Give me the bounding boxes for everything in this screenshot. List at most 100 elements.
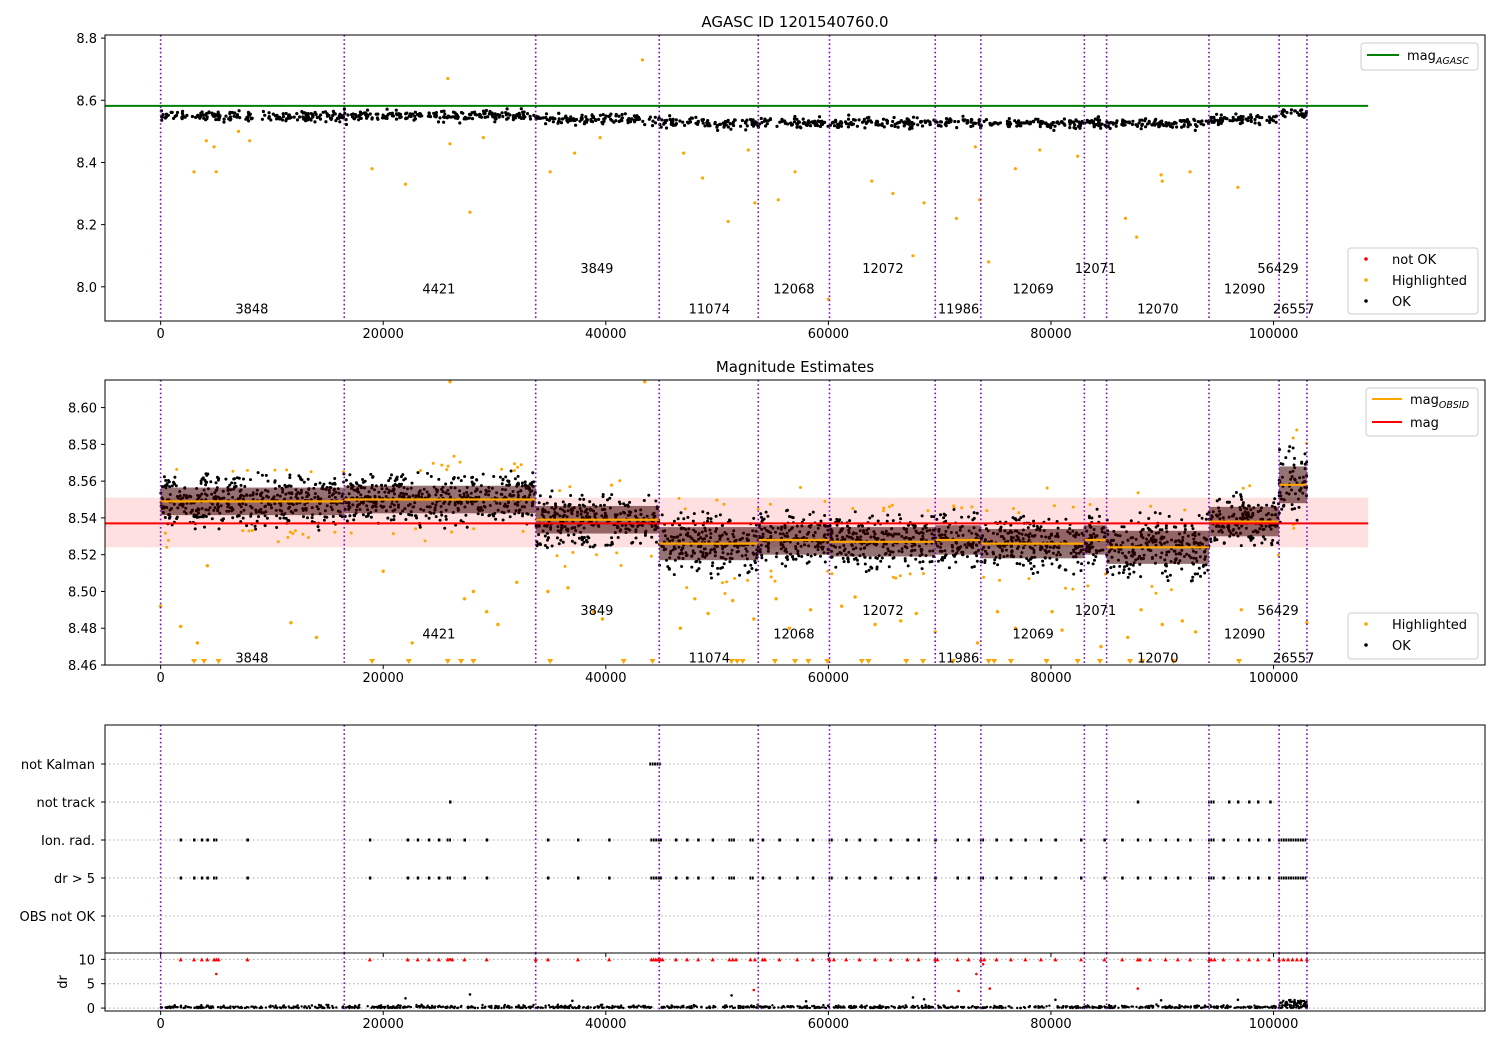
- dr-ok-point: [216, 1005, 220, 1009]
- top-ok-point: [247, 119, 251, 123]
- mid-ok-point: [1295, 518, 1299, 522]
- mid-highlighted-point: [1292, 526, 1296, 530]
- top-ok-point: [1295, 111, 1300, 115]
- flags-point: [1268, 838, 1271, 842]
- mid-highlighted-point: [1027, 577, 1031, 581]
- mid-highlighted-point: [1045, 486, 1049, 490]
- mid-ok-point: [429, 475, 433, 478]
- mid-ok-point: [752, 516, 756, 520]
- mid-ok-point: [939, 513, 942, 517]
- top-ok-point: [275, 113, 279, 117]
- flags-point: [546, 838, 550, 842]
- mid-obsid-label: 12068: [773, 628, 814, 643]
- mid-highlighted-point: [555, 554, 559, 558]
- top-ok-point: [519, 107, 523, 111]
- top-ok-point: [385, 107, 389, 111]
- top-ok-point: [1061, 121, 1065, 125]
- flags-point: [733, 838, 735, 842]
- top-ok-point: [982, 119, 986, 123]
- mid-ok-point: [1132, 570, 1136, 574]
- mid-ok-point: [718, 513, 722, 517]
- top-ok-point: [1293, 109, 1297, 113]
- mid-ok-point: [174, 484, 178, 488]
- mid-ok-point: [610, 493, 614, 497]
- mid-ok-point: [513, 477, 517, 481]
- top-highlighted-point: [481, 136, 485, 140]
- top-ok-point: [501, 114, 505, 119]
- mid-highlighted-point: [830, 572, 834, 576]
- mid-highlighted-point: [882, 509, 885, 513]
- mid-highlighted-point: [922, 572, 925, 576]
- mid-clipped-marker: [903, 659, 910, 664]
- flags-point: [656, 762, 659, 766]
- mid-ok-point: [224, 477, 228, 481]
- top-ok-point: [298, 115, 302, 119]
- flags-point: [858, 838, 862, 842]
- mid-ok-point: [780, 562, 784, 566]
- mid-ok-point: [1270, 543, 1274, 547]
- mid-ok-point: [508, 515, 512, 519]
- top-obsid-label: 12072: [862, 262, 903, 277]
- flags-point: [463, 838, 466, 842]
- mid-ok-point: [811, 510, 815, 514]
- mid-ok-point: [588, 500, 592, 504]
- top-ok-point: [216, 113, 220, 117]
- mid-ok-point: [232, 477, 236, 481]
- flags-point: [1189, 876, 1192, 880]
- flags-point: [874, 838, 877, 842]
- flags-point: [576, 876, 580, 880]
- top-ok-point: [1300, 108, 1304, 112]
- top-ok-point: [1089, 120, 1093, 124]
- top-ok-point: [470, 111, 474, 115]
- flags-point: [982, 838, 985, 842]
- top-ok-point: [511, 114, 516, 118]
- top-highlighted-point: [922, 201, 926, 205]
- mid-ok-point: [173, 475, 177, 479]
- top-ok-point: [331, 113, 335, 118]
- flags-point: [213, 876, 215, 880]
- mid-ok-point: [1041, 559, 1045, 563]
- flags-point: [674, 838, 678, 842]
- flags-point: [761, 876, 765, 880]
- mid-ok-point: [1164, 526, 1168, 530]
- mid-ok-point: [1063, 568, 1067, 572]
- mid-ok-point: [1139, 575, 1143, 579]
- mid-highlighted-point: [851, 507, 855, 510]
- mid-ok-point: [392, 518, 396, 522]
- top-ok-point: [1244, 117, 1248, 121]
- dr-ok-point: [428, 1006, 431, 1009]
- flags-point: [874, 876, 877, 880]
- top-ok-point: [795, 117, 799, 121]
- dr-ok-point: [439, 1005, 442, 1009]
- flags-point: [1297, 838, 1300, 842]
- mid-ok-point: [921, 560, 925, 564]
- top-ok-point: [237, 109, 241, 113]
- top-ok-point: [385, 114, 389, 118]
- mid-ok-point: [443, 526, 447, 530]
- top-ok-point: [880, 123, 884, 127]
- top-ok-point: [235, 115, 239, 119]
- mid-xtick-label: 80000: [1030, 671, 1071, 686]
- mid-highlighted-point: [1149, 504, 1153, 508]
- dr-ok-point: [284, 1006, 287, 1009]
- top-ok-point: [920, 124, 925, 128]
- flags-point: [406, 838, 410, 842]
- top-ok-point: [939, 124, 943, 128]
- top-ok-point: [284, 111, 288, 116]
- top-ok-point: [376, 117, 380, 121]
- mid-highlighted-point: [391, 532, 395, 536]
- mid-ok-point: [880, 556, 884, 560]
- top-highlighted-point: [746, 148, 750, 152]
- dr-ok-point: [434, 1005, 437, 1008]
- top-ok-point: [455, 116, 460, 121]
- top-ok-point: [453, 115, 457, 119]
- dr-ok-point: [243, 1006, 247, 1010]
- dr-ok-point: [556, 1003, 560, 1006]
- top-ok-point: [1256, 114, 1260, 118]
- top-ok-point: [199, 114, 203, 118]
- top-ok-point: [750, 123, 754, 127]
- dr-ok-point: [378, 1006, 381, 1009]
- mid-ok-point: [1287, 449, 1291, 453]
- top-ok-point: [609, 112, 613, 116]
- mid-ok-point: [297, 474, 301, 478]
